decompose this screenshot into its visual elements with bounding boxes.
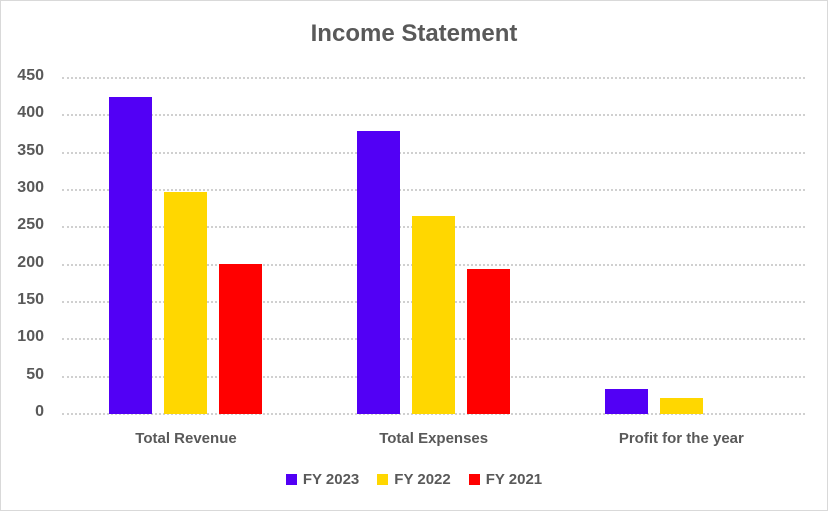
legend-swatch-icon: [468, 474, 480, 485]
legend-label: FY 2021: [485, 471, 543, 488]
bar-fy-2021: [219, 263, 263, 414]
y-tick-label: 350: [17, 141, 44, 159]
y-tick-label: 300: [17, 179, 44, 196]
legend-item: FY 2022: [377, 471, 451, 488]
legend-label: FY 2023: [302, 471, 360, 488]
bar-fy-2022: [412, 216, 455, 414]
chart-title: Income Statement: [310, 20, 518, 47]
x-tick-label: Total Expenses: [379, 430, 489, 447]
y-tick-label: 50: [26, 365, 44, 383]
y-tick-label: 200: [17, 253, 44, 271]
x-tick-label: Total Revenue: [135, 430, 237, 447]
bar-fy-2022: [164, 192, 208, 414]
gridline: [62, 151, 805, 154]
legend-label: FY 2022: [394, 471, 451, 488]
y-tick-label: 450: [17, 67, 44, 84]
bar-fy-2023: [109, 96, 153, 414]
legend-item: FY 2023: [285, 471, 360, 488]
legend: FY 2023 FY 2022 FY 2021: [0, 471, 828, 488]
legend-swatch-icon: [285, 474, 297, 485]
gridline: [62, 189, 805, 191]
y-tick-label: 150: [17, 291, 44, 308]
bar-fy-2023: [604, 389, 648, 414]
bar-fy-2023: [357, 131, 400, 414]
y-tick-label: 250: [17, 216, 44, 234]
gridline: [62, 114, 805, 117]
bar-fy-2021: [467, 269, 510, 414]
plot-area: [62, 77, 805, 415]
gridline: [62, 77, 805, 79]
y-tick-label: 0: [35, 403, 44, 420]
legend-item: FY 2021: [468, 471, 543, 488]
x-tick-label: Profit for the year: [618, 430, 744, 447]
gridline: [62, 413, 805, 415]
y-tick-label: 400: [17, 104, 44, 122]
bar-fy-2022: [659, 397, 703, 414]
legend-swatch-icon: [377, 474, 389, 485]
y-tick-label: 100: [17, 328, 44, 346]
